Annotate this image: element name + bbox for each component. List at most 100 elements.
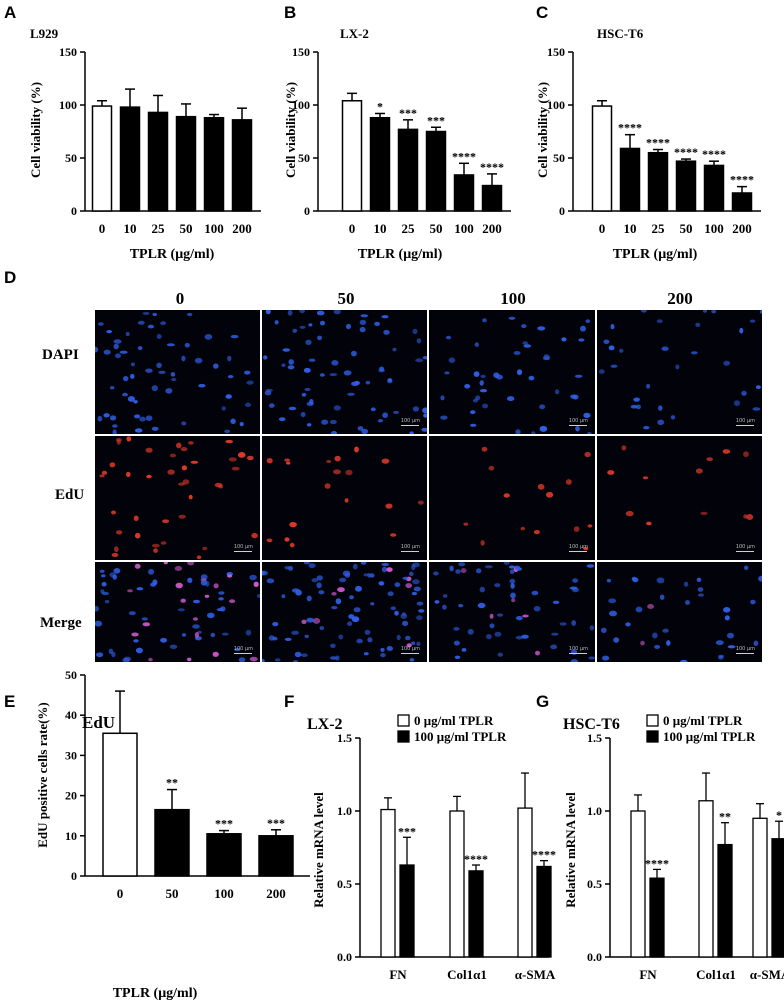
cell-nucleus xyxy=(503,493,510,498)
cell-nucleus xyxy=(378,369,385,373)
cell-nucleus xyxy=(741,390,747,396)
cell-nucleus xyxy=(123,376,129,382)
e-bar xyxy=(258,835,294,877)
cell-nucleus xyxy=(305,339,312,345)
b-y-tick-label: 0 xyxy=(304,204,310,218)
cell-nucleus xyxy=(625,510,634,517)
cell-nucleus xyxy=(370,573,375,578)
cell-nucleus xyxy=(724,615,730,621)
c-bar xyxy=(647,151,669,212)
cell-nucleus xyxy=(284,566,291,570)
cell-nucleus xyxy=(134,414,141,419)
g-bar xyxy=(649,877,665,958)
cell-nucleus xyxy=(141,617,148,621)
cell-nucleus xyxy=(715,640,724,646)
b-bar xyxy=(453,174,475,212)
f-bar xyxy=(536,865,552,958)
cell-nucleus xyxy=(402,576,409,580)
cell-nucleus xyxy=(151,543,160,548)
cell-nucleus xyxy=(354,380,360,386)
cell-nucleus xyxy=(374,321,380,326)
cell-nucleus xyxy=(316,582,322,589)
g-x-tick-label: Col1α1 xyxy=(696,967,736,982)
cell-nucleus xyxy=(361,428,369,434)
cell-nucleus xyxy=(486,634,492,640)
cell-nucleus xyxy=(303,562,310,565)
micro-row-merge: Merge xyxy=(40,615,82,631)
cell-nucleus xyxy=(570,394,577,399)
cell-nucleus xyxy=(225,394,232,399)
cell-nucleus xyxy=(572,578,578,583)
b-significance: **** xyxy=(480,160,504,174)
cell-nucleus xyxy=(405,635,411,641)
b-significance: *** xyxy=(399,106,417,120)
cell-nucleus xyxy=(453,640,460,646)
g-y-tick-label: 1.0 xyxy=(587,804,602,818)
cell-nucleus xyxy=(416,601,424,606)
cell-nucleus xyxy=(113,343,119,350)
cell-nucleus xyxy=(316,575,323,581)
cell-nucleus xyxy=(338,634,344,640)
cell-nucleus xyxy=(133,515,139,522)
cell-nucleus xyxy=(516,369,523,376)
cell-nucleus xyxy=(249,656,258,662)
cell-nucleus xyxy=(265,388,273,392)
a-bar xyxy=(91,105,113,212)
g-bar xyxy=(752,817,768,958)
cell-nucleus xyxy=(256,593,260,598)
cell-nucleus xyxy=(357,426,364,431)
cell-nucleus xyxy=(440,415,448,420)
cell-nucleus xyxy=(99,569,105,573)
scale-bar xyxy=(736,551,754,552)
cell-nucleus xyxy=(405,583,412,589)
cell-nucleus xyxy=(606,578,611,583)
cell-nucleus xyxy=(670,415,676,420)
cell-nucleus xyxy=(207,612,215,619)
panel-letter-c: C xyxy=(536,3,549,22)
cell-nucleus xyxy=(440,395,445,401)
cell-nucleus xyxy=(380,647,385,652)
b-significance: **** xyxy=(452,149,476,163)
cell-nucleus xyxy=(354,446,359,453)
cell-nucleus xyxy=(153,548,158,553)
cell-nucleus xyxy=(251,532,258,539)
b-x-axis-label: TPLR (μg/ml) xyxy=(358,247,443,262)
e-x-tick-label: 100 xyxy=(214,886,234,901)
cell-nucleus xyxy=(180,598,186,603)
cell-nucleus xyxy=(214,482,223,488)
cell-nucleus xyxy=(636,404,641,410)
scale-bar-label: 100 μm xyxy=(400,418,420,424)
scale-bar-label: 100 μm xyxy=(568,418,588,424)
cell-nucleus xyxy=(193,599,200,604)
cell-nucleus xyxy=(479,389,488,393)
a-bar xyxy=(203,116,225,212)
cell-nucleus xyxy=(331,360,339,366)
cell-nucleus xyxy=(104,600,110,604)
cell-nucleus xyxy=(253,581,259,587)
micrograph-dapi-0 xyxy=(95,310,260,434)
cell-nucleus xyxy=(443,594,448,598)
g-bar xyxy=(771,838,784,958)
cell-nucleus xyxy=(288,406,297,411)
cell-nucleus xyxy=(330,430,338,434)
cell-nucleus xyxy=(370,602,375,606)
cell-nucleus xyxy=(192,624,200,629)
cell-nucleus xyxy=(365,380,371,385)
cell-nucleus xyxy=(434,600,440,604)
cell-nucleus xyxy=(601,627,607,633)
cell-nucleus xyxy=(137,320,145,325)
b-y-tick-label: 150 xyxy=(292,45,310,59)
micrograph-dapi-100: 100 μm xyxy=(429,310,595,434)
cell-nucleus xyxy=(181,465,188,471)
cell-nucleus xyxy=(343,370,352,376)
cell-nucleus xyxy=(114,546,119,553)
cell-nucleus xyxy=(520,526,526,531)
cell-nucleus xyxy=(194,632,199,638)
cell-nucleus xyxy=(470,423,477,427)
cell-nucleus xyxy=(100,589,105,594)
cell-nucleus xyxy=(97,322,104,326)
cell-nucleus xyxy=(352,563,358,570)
cell-nucleus xyxy=(274,320,279,325)
cell-nucleus xyxy=(321,419,329,425)
cell-nucleus xyxy=(112,429,117,434)
